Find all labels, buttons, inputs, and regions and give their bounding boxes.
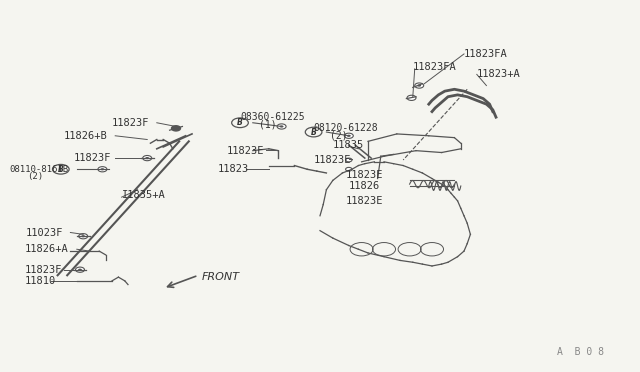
Circle shape	[81, 235, 85, 237]
Text: 11823FA: 11823FA	[464, 49, 508, 59]
Circle shape	[172, 126, 180, 131]
Text: (2): (2)	[330, 131, 348, 141]
Circle shape	[277, 124, 286, 129]
Circle shape	[344, 133, 353, 138]
Text: 11023F: 11023F	[26, 228, 63, 237]
Text: 11826: 11826	[349, 181, 380, 191]
Circle shape	[143, 155, 152, 161]
Circle shape	[100, 168, 104, 170]
Circle shape	[407, 95, 416, 100]
Text: 11823E: 11823E	[314, 155, 351, 165]
Text: FRONT: FRONT	[202, 272, 239, 282]
Text: 11823E: 11823E	[346, 196, 383, 206]
Text: 08360-61225: 08360-61225	[240, 112, 305, 122]
Circle shape	[346, 167, 352, 171]
Text: 11823F: 11823F	[112, 118, 150, 128]
Circle shape	[347, 135, 351, 137]
Text: (1): (1)	[259, 120, 277, 129]
Circle shape	[346, 158, 352, 162]
Circle shape	[417, 84, 421, 87]
Text: A  B 0 8: A B 0 8	[557, 347, 604, 356]
Text: 11823E: 11823E	[227, 146, 265, 155]
Circle shape	[76, 267, 84, 272]
Text: 11826+A: 11826+A	[24, 244, 68, 254]
Text: 11835: 11835	[333, 140, 364, 150]
Circle shape	[145, 157, 149, 159]
Text: 08110-8161B: 08110-8161B	[10, 165, 68, 174]
Text: 11826+B: 11826+B	[64, 131, 108, 141]
Text: 08120-61228: 08120-61228	[314, 124, 378, 133]
Text: I1835+A: I1835+A	[122, 190, 165, 200]
Circle shape	[415, 83, 424, 88]
Text: 11810: 11810	[24, 276, 56, 286]
Text: B: B	[58, 165, 64, 174]
Text: 11823: 11823	[218, 164, 249, 174]
Circle shape	[280, 125, 284, 128]
Circle shape	[79, 234, 88, 239]
Circle shape	[98, 167, 107, 172]
Text: (2): (2)	[27, 172, 43, 181]
Text: 11823+A: 11823+A	[477, 70, 520, 79]
Text: 11823F: 11823F	[24, 265, 62, 275]
Text: B: B	[237, 118, 243, 127]
Text: 11823F: 11823F	[74, 153, 111, 163]
Circle shape	[78, 269, 82, 271]
Text: B: B	[310, 128, 317, 137]
Text: 11823FA: 11823FA	[413, 62, 456, 72]
Text: 11823E: 11823E	[346, 170, 383, 180]
